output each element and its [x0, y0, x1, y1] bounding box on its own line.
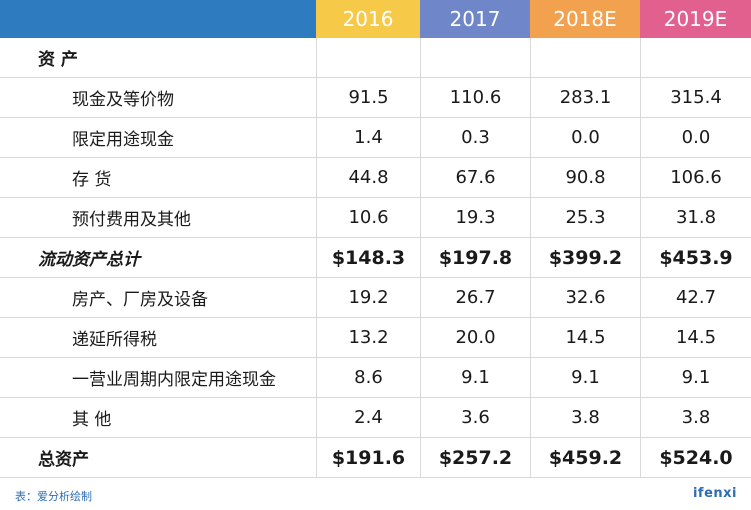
value-cell: 283.1	[530, 78, 640, 117]
total-row: 总资产 $191.6 $257.2 $459.2 $524.0	[0, 438, 751, 478]
value-cell: 26.7	[420, 278, 530, 317]
row-label: 一营业周期内限定用途现金	[0, 358, 316, 397]
table-row: 现金及等价物 91.5 110.6 283.1 315.4	[0, 78, 751, 118]
value-cell: 14.5	[530, 318, 640, 357]
value-cell: 13.2	[316, 318, 420, 357]
value-cell	[316, 38, 420, 77]
value-cell: 110.6	[420, 78, 530, 117]
value-cell: $191.6	[316, 438, 420, 477]
value-cell: 9.1	[530, 358, 640, 397]
value-cell: 91.5	[316, 78, 420, 117]
value-cell: 9.1	[640, 358, 751, 397]
value-cell: 19.2	[316, 278, 420, 317]
table-row: 一营业周期内限定用途现金 8.6 9.1 9.1 9.1	[0, 358, 751, 398]
table-row: 房产、厂房及设备 19.2 26.7 32.6 42.7	[0, 278, 751, 318]
value-cell: 3.8	[640, 398, 751, 437]
table-header-row: 2016 2017 2018E 2019E	[0, 0, 751, 38]
value-cell: 10.6	[316, 198, 420, 237]
table-footer: 表：爱分析绘制 ifenxi	[0, 478, 751, 510]
value-cell: $197.8	[420, 238, 530, 277]
value-cell: $453.9	[640, 238, 751, 277]
value-cell: 0.3	[420, 118, 530, 157]
value-cell: 0.0	[530, 118, 640, 157]
header-label-cell	[0, 0, 316, 38]
table-row: 存 货 44.8 67.6 90.8 106.6	[0, 158, 751, 198]
value-cell: 3.6	[420, 398, 530, 437]
year-header-2018e: 2018E	[530, 0, 640, 38]
value-cell: 67.6	[420, 158, 530, 197]
value-cell: 315.4	[640, 78, 751, 117]
value-cell: 8.6	[316, 358, 420, 397]
source-note: 表：爱分析绘制	[15, 490, 92, 503]
value-cell: 20.0	[420, 318, 530, 357]
table-row: 递延所得税 13.2 20.0 14.5 14.5	[0, 318, 751, 358]
year-header-2017: 2017	[420, 0, 530, 38]
row-label: 资 产	[0, 38, 316, 77]
value-cell: 19.3	[420, 198, 530, 237]
year-header-2019e: 2019E	[640, 0, 751, 38]
balance-sheet-table: 2016 2017 2018E 2019E 资 产 现金及等价物 91.5 11…	[0, 0, 751, 478]
value-cell: 0.0	[640, 118, 751, 157]
value-cell	[530, 38, 640, 77]
value-cell: $257.2	[420, 438, 530, 477]
row-label: 总资产	[0, 438, 316, 477]
value-cell	[640, 38, 751, 77]
row-label: 房产、厂房及设备	[0, 278, 316, 317]
row-label: 现金及等价物	[0, 78, 316, 117]
value-cell: 42.7	[640, 278, 751, 317]
value-cell: $148.3	[316, 238, 420, 277]
row-label: 预付费用及其他	[0, 198, 316, 237]
table-row: 预付费用及其他 10.6 19.3 25.3 31.8	[0, 198, 751, 238]
row-label: 递延所得税	[0, 318, 316, 357]
value-cell: 1.4	[316, 118, 420, 157]
value-cell: 90.8	[530, 158, 640, 197]
value-cell: 32.6	[530, 278, 640, 317]
value-cell: 44.8	[316, 158, 420, 197]
row-label: 限定用途现金	[0, 118, 316, 157]
row-label: 流动资产总计	[0, 238, 316, 277]
table-row: 限定用途现金 1.4 0.3 0.0 0.0	[0, 118, 751, 158]
brand-logo: ifenxi	[692, 486, 737, 501]
value-cell: $399.2	[530, 238, 640, 277]
value-cell: 106.6	[640, 158, 751, 197]
value-cell: $459.2	[530, 438, 640, 477]
year-header-2016: 2016	[316, 0, 420, 38]
row-label: 其 他	[0, 398, 316, 437]
value-cell: 2.4	[316, 398, 420, 437]
value-cell: 3.8	[530, 398, 640, 437]
value-cell: 31.8	[640, 198, 751, 237]
value-cell: $524.0	[640, 438, 751, 477]
table-row: 资 产	[0, 38, 751, 78]
value-cell: 25.3	[530, 198, 640, 237]
value-cell	[420, 38, 530, 77]
subtotal-row: 流动资产总计 $148.3 $197.8 $399.2 $453.9	[0, 238, 751, 278]
value-cell: 14.5	[640, 318, 751, 357]
value-cell: 9.1	[420, 358, 530, 397]
row-label: 存 货	[0, 158, 316, 197]
table-row: 其 他 2.4 3.6 3.8 3.8	[0, 398, 751, 438]
